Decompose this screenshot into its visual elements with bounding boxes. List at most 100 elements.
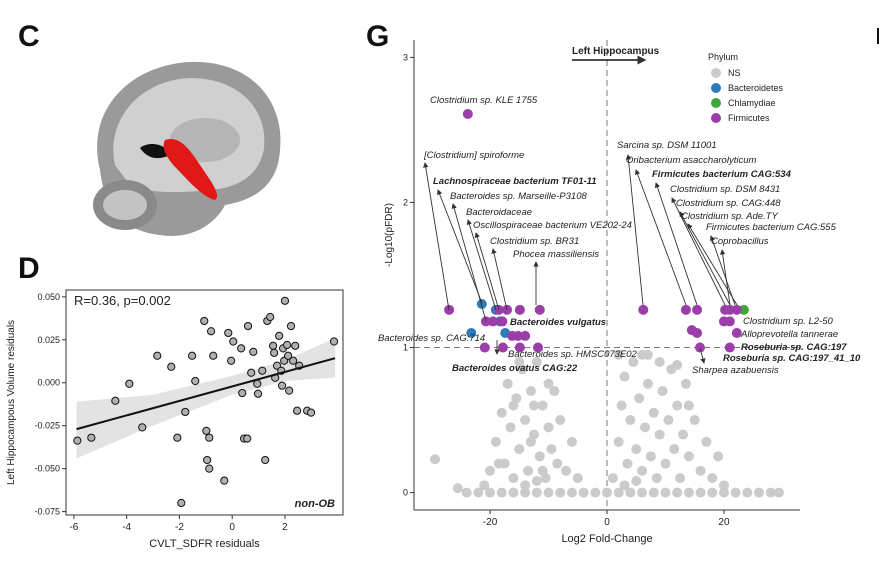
x-tick-label: 20 [718,517,730,528]
point [261,455,270,465]
annotation-arrow [491,248,508,311]
annotation: Roseburia sp. CAG:197 [741,342,847,353]
point [306,408,316,417]
point [680,378,691,389]
point [513,330,524,341]
annotation: Clostridium sp. L2-50 [743,316,833,327]
legend-label: Firmicutes [728,113,770,123]
annotation: non-OB [295,498,335,510]
point [277,381,287,390]
point [188,351,197,360]
point [613,436,624,447]
point [657,386,668,397]
point [237,344,246,353]
point [672,487,683,498]
annotation-arrow [466,219,497,311]
point [625,415,636,426]
point [329,337,339,346]
point [546,444,557,455]
annotation-arrow [474,232,500,311]
point [227,356,236,365]
point [680,304,691,315]
point [637,487,648,498]
point [479,342,490,353]
point [619,480,630,491]
point [660,458,671,469]
point [285,386,294,395]
point [692,328,703,339]
point [87,433,96,442]
point [480,316,491,327]
brain-image [93,61,281,236]
point [549,386,560,397]
point [280,296,290,305]
y-tick-label: -0.075 [34,507,60,517]
point [73,436,82,445]
point [173,433,182,442]
point [258,366,267,375]
annotation: R=0.36, p=0.002 [74,293,171,308]
point [220,476,229,485]
point [637,349,648,360]
point [742,487,753,498]
point [675,473,686,484]
annotation: Oribacterium asaccharolyticum [626,155,756,166]
annotation: Bacteroides vulgatus [510,317,606,328]
annotation: Clostridium sp. BR31 [490,236,579,247]
point [284,351,293,360]
point [534,451,545,462]
annotation: Clostridium sp. DSM 8431 [670,184,780,195]
annotation-arrow [625,154,644,306]
point [514,444,525,455]
point [534,304,545,315]
point [466,328,477,339]
point [508,400,519,411]
point [642,378,653,389]
annotation-arrow [709,235,736,306]
annotation-arrow [654,182,698,306]
point [607,473,618,484]
point [497,342,508,353]
legend-swatch [711,83,721,93]
point [552,458,563,469]
annotation: Sarcina sp. DSM 11001 [617,140,717,151]
annotation: Firmicutes bacterium CAG:534 [652,169,792,180]
point [654,429,665,440]
point [718,480,729,491]
point [202,426,211,435]
point [291,341,300,350]
annotation: Coprobacillus [711,236,769,247]
point [773,487,784,498]
point [125,379,134,388]
point [561,465,572,476]
legend-title: Phylum [708,52,738,62]
point [683,451,694,462]
annotation-arrow [451,203,487,322]
point [590,487,601,498]
point [496,407,507,418]
point [651,473,662,484]
annotation: Clostridium sp. KLE 1755 [430,95,538,106]
point [473,487,484,498]
point [648,407,659,418]
point [695,487,706,498]
x-axis-label: Log2 Fold-Change [561,533,652,545]
point [683,400,694,411]
point [476,299,487,310]
point [672,400,683,411]
point [663,415,674,426]
point [707,487,718,498]
point [508,473,519,484]
annotation: Bacteroidaceae [466,207,532,218]
annotation: [Clostridium] spiroforme [423,150,524,161]
point [531,475,542,486]
point [249,347,258,356]
point [167,362,176,371]
point [637,465,648,476]
y-tick-label: 3 [403,52,408,62]
annotation: Roseburia sp. CAG:197_41_10 [723,353,861,364]
point [648,487,659,498]
point [537,465,548,476]
point [654,357,665,368]
point [543,422,554,433]
